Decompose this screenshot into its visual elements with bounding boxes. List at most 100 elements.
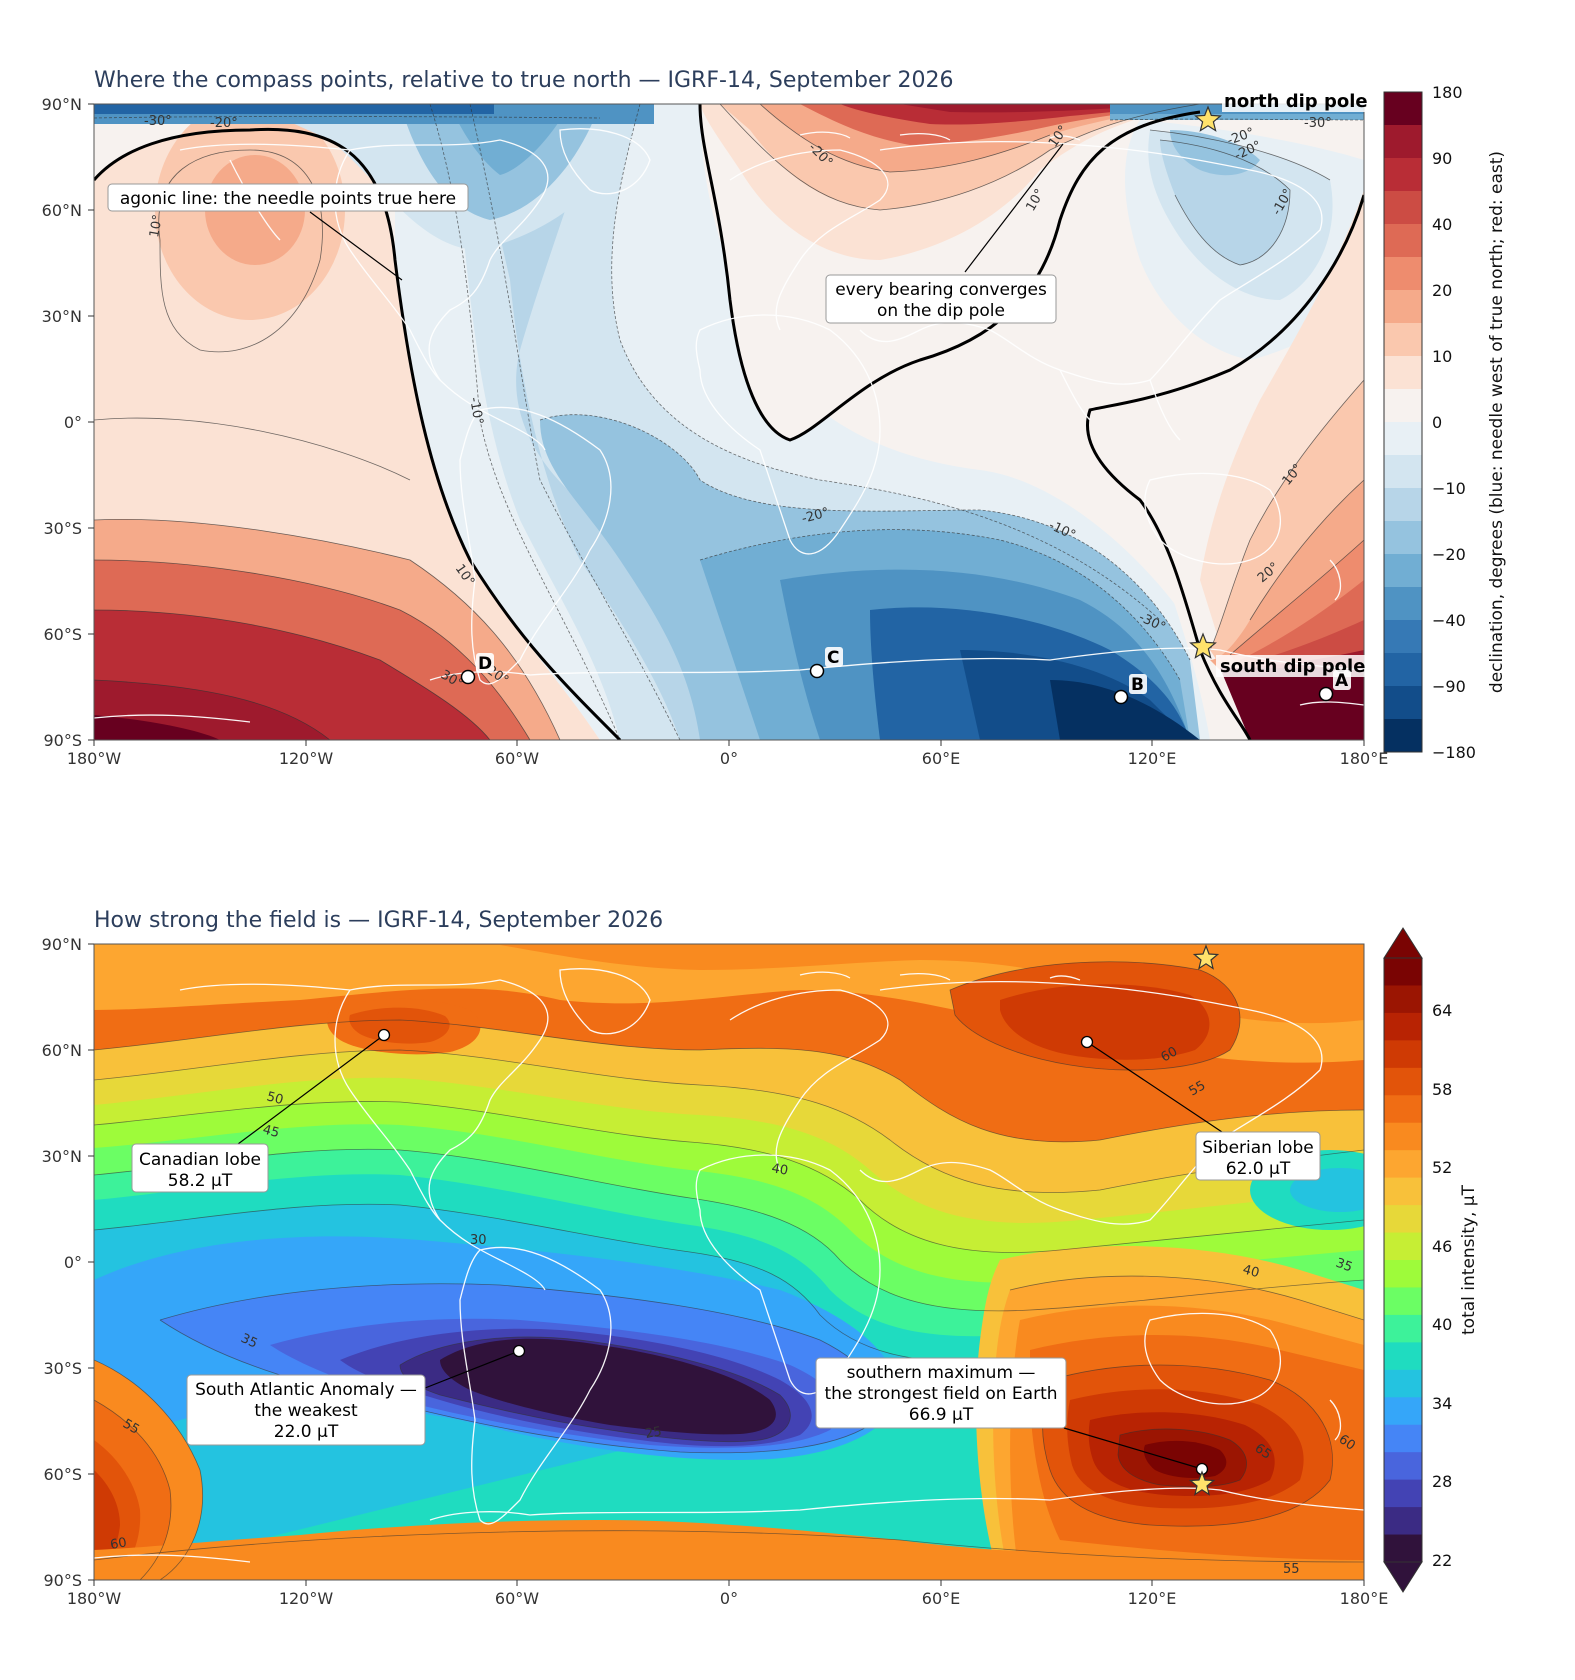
colorbar-segment bbox=[1384, 1095, 1422, 1124]
canadian-lobe-label: Canadian lobe bbox=[139, 1150, 261, 1170]
contour-label: 55 bbox=[1187, 1078, 1209, 1099]
x-tick: 120°W bbox=[279, 1589, 334, 1608]
colorbar-segment bbox=[1384, 422, 1422, 456]
siberian-lobe-value: 62.0 µT bbox=[1226, 1159, 1291, 1179]
colorbar-tick: 40 bbox=[1432, 215, 1452, 234]
y-tick: 30°N bbox=[42, 307, 82, 326]
colorbar-tick: 22 bbox=[1432, 1551, 1452, 1570]
x-tick: 180°E bbox=[1340, 749, 1389, 768]
intensity-y-ticks: 90°N 60°N 30°N 0° 30°S 60°S 90°S bbox=[42, 935, 94, 1590]
x-tick: 60°W bbox=[495, 749, 539, 768]
x-tick: 0° bbox=[720, 749, 738, 768]
declination-colorbar-label: declination, degrees (blue: needle west … bbox=[1487, 151, 1507, 693]
contour-label: 10° bbox=[147, 213, 166, 238]
colorbar-tick: 58 bbox=[1432, 1080, 1452, 1099]
colorbar-segment bbox=[1384, 1397, 1422, 1426]
x-tick: 0° bbox=[720, 1589, 738, 1608]
colorbar-segment bbox=[1384, 620, 1422, 654]
siberian-lobe-box bbox=[1195, 1131, 1321, 1181]
colorbar-tick: −90 bbox=[1432, 677, 1466, 696]
point-d-marker bbox=[460, 669, 476, 685]
colorbar-segment bbox=[1384, 1122, 1422, 1151]
colorbar-segment bbox=[1384, 985, 1422, 1014]
colorbar-tick: −10 bbox=[1432, 479, 1466, 498]
south-dip-pole-star-icon bbox=[1188, 1470, 1216, 1496]
y-tick: 60°S bbox=[43, 625, 82, 644]
point-b-label: B bbox=[1131, 675, 1144, 695]
colorbar-segment bbox=[1384, 1012, 1422, 1041]
y-tick: 60°S bbox=[43, 1465, 82, 1484]
contour-label: 45 bbox=[261, 1122, 281, 1141]
colorbar-tick: 10 bbox=[1432, 347, 1452, 366]
contour-label: 35 bbox=[1334, 1256, 1355, 1276]
colorbar-segment bbox=[1384, 1424, 1422, 1453]
x-tick: 60°E bbox=[922, 1589, 960, 1608]
colorbar-segment bbox=[1384, 1369, 1422, 1398]
contour-label: 60 bbox=[1159, 1044, 1181, 1065]
colorbar-extend-max-icon bbox=[1383, 927, 1423, 959]
saa-box bbox=[186, 1374, 426, 1446]
north-dip-pole-star-icon bbox=[1194, 105, 1222, 132]
north-dip-pole-label: north dip pole bbox=[1224, 91, 1368, 112]
contour-label: 40 bbox=[770, 1161, 789, 1179]
declination-colorbar-ticks: 180 90 40 20 10 0 −10 −20 −40 −90 −180 bbox=[1432, 83, 1476, 762]
point-c-label: C bbox=[827, 648, 839, 668]
declination-title: Where the compass points, relative to tr… bbox=[94, 68, 954, 93]
siberian-lobe-marker bbox=[1080, 1035, 1094, 1049]
y-tick: 0° bbox=[64, 1253, 82, 1272]
point-a-label: A bbox=[1335, 671, 1349, 691]
colorbar-segment bbox=[1384, 290, 1422, 324]
y-tick: 90°N bbox=[42, 935, 82, 954]
intensity-x-ticks: 180°W 120°W 60°W 0° 60°E 120°E 180°E bbox=[67, 1580, 1388, 1608]
x-tick: 180°W bbox=[67, 1589, 122, 1608]
saa-value: 22.0 µT bbox=[274, 1422, 339, 1442]
contour-label: 30 bbox=[470, 1233, 487, 1248]
southern-max-label: southern maximum — bbox=[847, 1363, 1036, 1383]
colorbar-segment bbox=[1384, 1479, 1422, 1508]
colorbar-tick: 64 bbox=[1432, 1001, 1452, 1020]
colorbar-tick: 52 bbox=[1432, 1158, 1452, 1177]
point-b-marker bbox=[1113, 689, 1129, 705]
colorbar-tick: −180 bbox=[1432, 743, 1476, 762]
canadian-lobe-marker bbox=[377, 1028, 391, 1042]
x-tick: 60°W bbox=[495, 1589, 539, 1608]
intensity-colorbar-label: total intensity, µT bbox=[1459, 1184, 1479, 1335]
colorbar-segment bbox=[1384, 323, 1422, 357]
colorbar-segment bbox=[1384, 92, 1422, 126]
intensity-title: How strong the field is — IGRF-14, Septe… bbox=[94, 908, 664, 933]
point-c-marker bbox=[809, 663, 825, 679]
colorbar-segment bbox=[1384, 1067, 1422, 1096]
point-a-marker bbox=[1318, 686, 1334, 702]
intensity-colorbar-ticks: 64 58 52 46 40 34 28 22 bbox=[1432, 1001, 1452, 1570]
colorbar-segment bbox=[1384, 455, 1422, 489]
colorbar-segment bbox=[1384, 653, 1422, 687]
intensity-panel: How strong the field is — IGRF-14, Septe… bbox=[0, 820, 1575, 1680]
declination-points: A B C D bbox=[460, 647, 1351, 705]
colorbar-segment bbox=[1384, 587, 1422, 621]
saa-sub: the weakest bbox=[254, 1401, 358, 1421]
colorbar-segment bbox=[1384, 1177, 1422, 1206]
saa-label: South Atlantic Anomaly — bbox=[195, 1380, 417, 1400]
colorbar-segment bbox=[1384, 191, 1422, 225]
coastlines bbox=[94, 968, 1364, 1563]
colorbar-segment bbox=[1384, 158, 1422, 192]
colorbar-segment bbox=[1384, 554, 1422, 588]
coastlines bbox=[94, 128, 1364, 723]
x-tick: 60°E bbox=[922, 749, 960, 768]
southern-max-sub: the strongest field on Earth bbox=[824, 1384, 1057, 1404]
colorbar-segment bbox=[1384, 389, 1422, 423]
colorbar-segment bbox=[1384, 125, 1422, 159]
declination-x-ticks: 180°W 120°W 60°W 0° 60°E 120°E 180°E bbox=[67, 740, 1389, 768]
contour-label: 55 bbox=[120, 1416, 142, 1437]
colorbar-segment bbox=[1384, 686, 1422, 720]
south-dip-pole-star-icon bbox=[1189, 632, 1217, 659]
colorbar-segment bbox=[1384, 257, 1422, 291]
x-tick: 120°E bbox=[1128, 1589, 1177, 1608]
contour-label: -10° bbox=[466, 396, 486, 426]
southern-max-value: 66.9 µT bbox=[909, 1405, 974, 1425]
colorbar-tick: 90 bbox=[1432, 149, 1452, 168]
declination-map bbox=[94, 104, 1364, 740]
southern-max-box bbox=[815, 1357, 1067, 1429]
contour-label: -30° bbox=[144, 114, 172, 129]
colorbar-segment bbox=[1384, 1232, 1422, 1261]
